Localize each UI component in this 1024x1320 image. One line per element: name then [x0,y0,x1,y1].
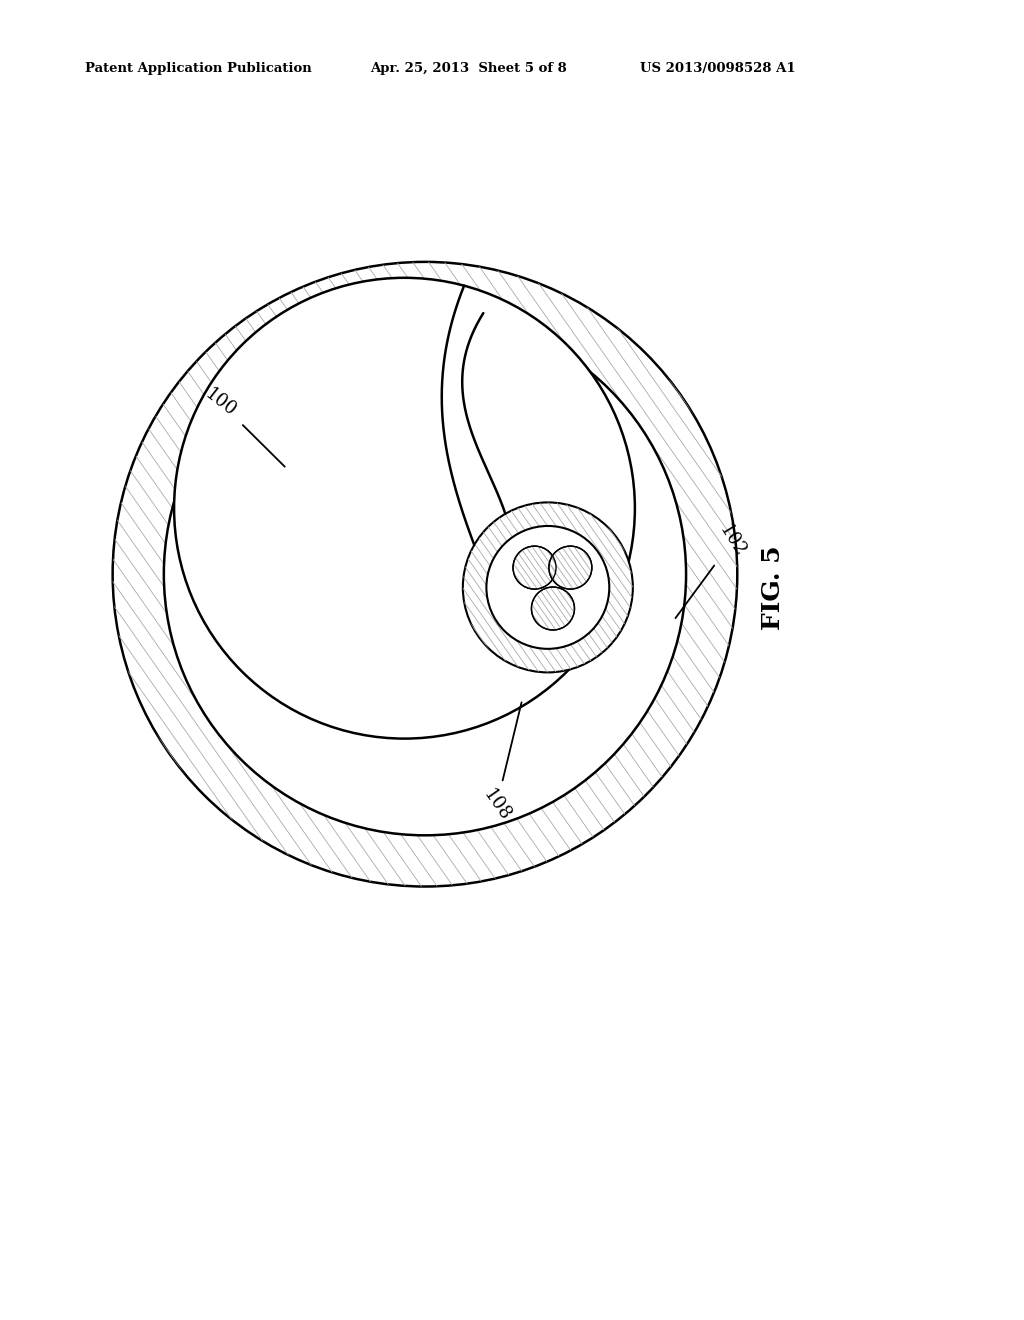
Text: FIG. 5: FIG. 5 [761,545,785,630]
Text: 102: 102 [676,521,749,618]
Circle shape [549,546,592,589]
Text: US 2013/0098528 A1: US 2013/0098528 A1 [640,62,796,75]
Text: Patent Application Publication: Patent Application Publication [85,62,311,75]
Text: 108: 108 [479,702,521,825]
Circle shape [174,277,635,739]
Circle shape [463,503,633,672]
Circle shape [531,587,574,630]
Circle shape [113,261,737,887]
Circle shape [164,313,686,836]
Text: Apr. 25, 2013  Sheet 5 of 8: Apr. 25, 2013 Sheet 5 of 8 [370,62,566,75]
Circle shape [486,525,609,649]
Text: 100: 100 [201,385,285,467]
Circle shape [513,546,556,589]
